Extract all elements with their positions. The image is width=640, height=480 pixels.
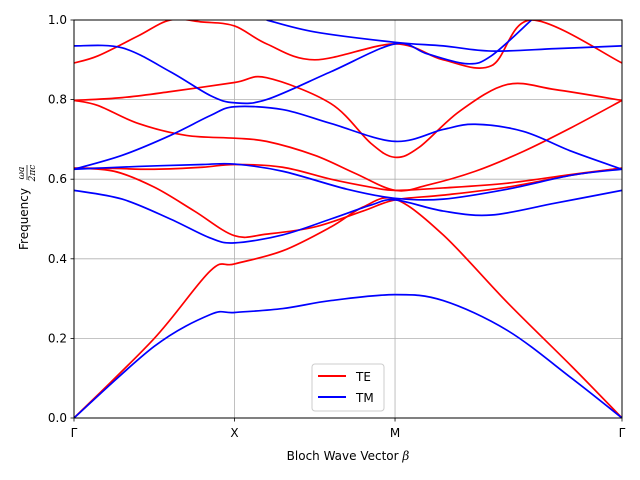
series-te	[74, 20, 622, 418]
y-tick-label: 0.4	[48, 252, 67, 266]
x-tick-label: M	[390, 426, 400, 440]
y-tick-label: 1.0	[48, 13, 67, 27]
tm-band-3	[74, 162, 622, 201]
te-band-4	[74, 99, 622, 192]
tm-band-1	[74, 293, 622, 418]
tm-band-6	[266, 20, 622, 52]
svg-text:ωa: ωa	[17, 167, 27, 180]
y-tick-label: 0.0	[48, 411, 67, 425]
axis-ticks: 0.0 0.2 0.4 0.6 0.8 1.0 Γ X M Γ	[48, 13, 626, 440]
legend-label-te: TE	[355, 370, 371, 384]
te-band-6	[74, 20, 622, 69]
legend: TE TM	[311, 363, 385, 412]
y-tick-label: 0.6	[48, 172, 67, 186]
y-tick-label: 0.2	[48, 331, 67, 345]
tm-band-5	[74, 20, 533, 105]
y-tick-label: 0.8	[48, 93, 67, 107]
y-axis-label: Frequency ωa 2πc	[17, 165, 38, 250]
legend-label-tm: TM	[355, 391, 374, 405]
svg-text:Frequency: Frequency	[17, 188, 31, 250]
svg-text:2πc: 2πc	[28, 165, 38, 183]
x-tick-label: Γ	[619, 426, 626, 440]
x-axis-label: Bloch Wave Vector β	[287, 449, 410, 463]
tm-band-2	[74, 189, 622, 244]
x-tick-label: Γ	[71, 426, 78, 440]
te-band-2	[74, 167, 622, 239]
grid	[73, 19, 623, 419]
plot-area	[74, 20, 622, 418]
series-tm	[74, 20, 622, 418]
axes-frame	[73, 19, 623, 419]
x-tick-label: X	[230, 426, 238, 440]
tm-band-4	[74, 105, 622, 171]
te-band-3	[74, 163, 622, 192]
te-band-5	[74, 75, 622, 159]
